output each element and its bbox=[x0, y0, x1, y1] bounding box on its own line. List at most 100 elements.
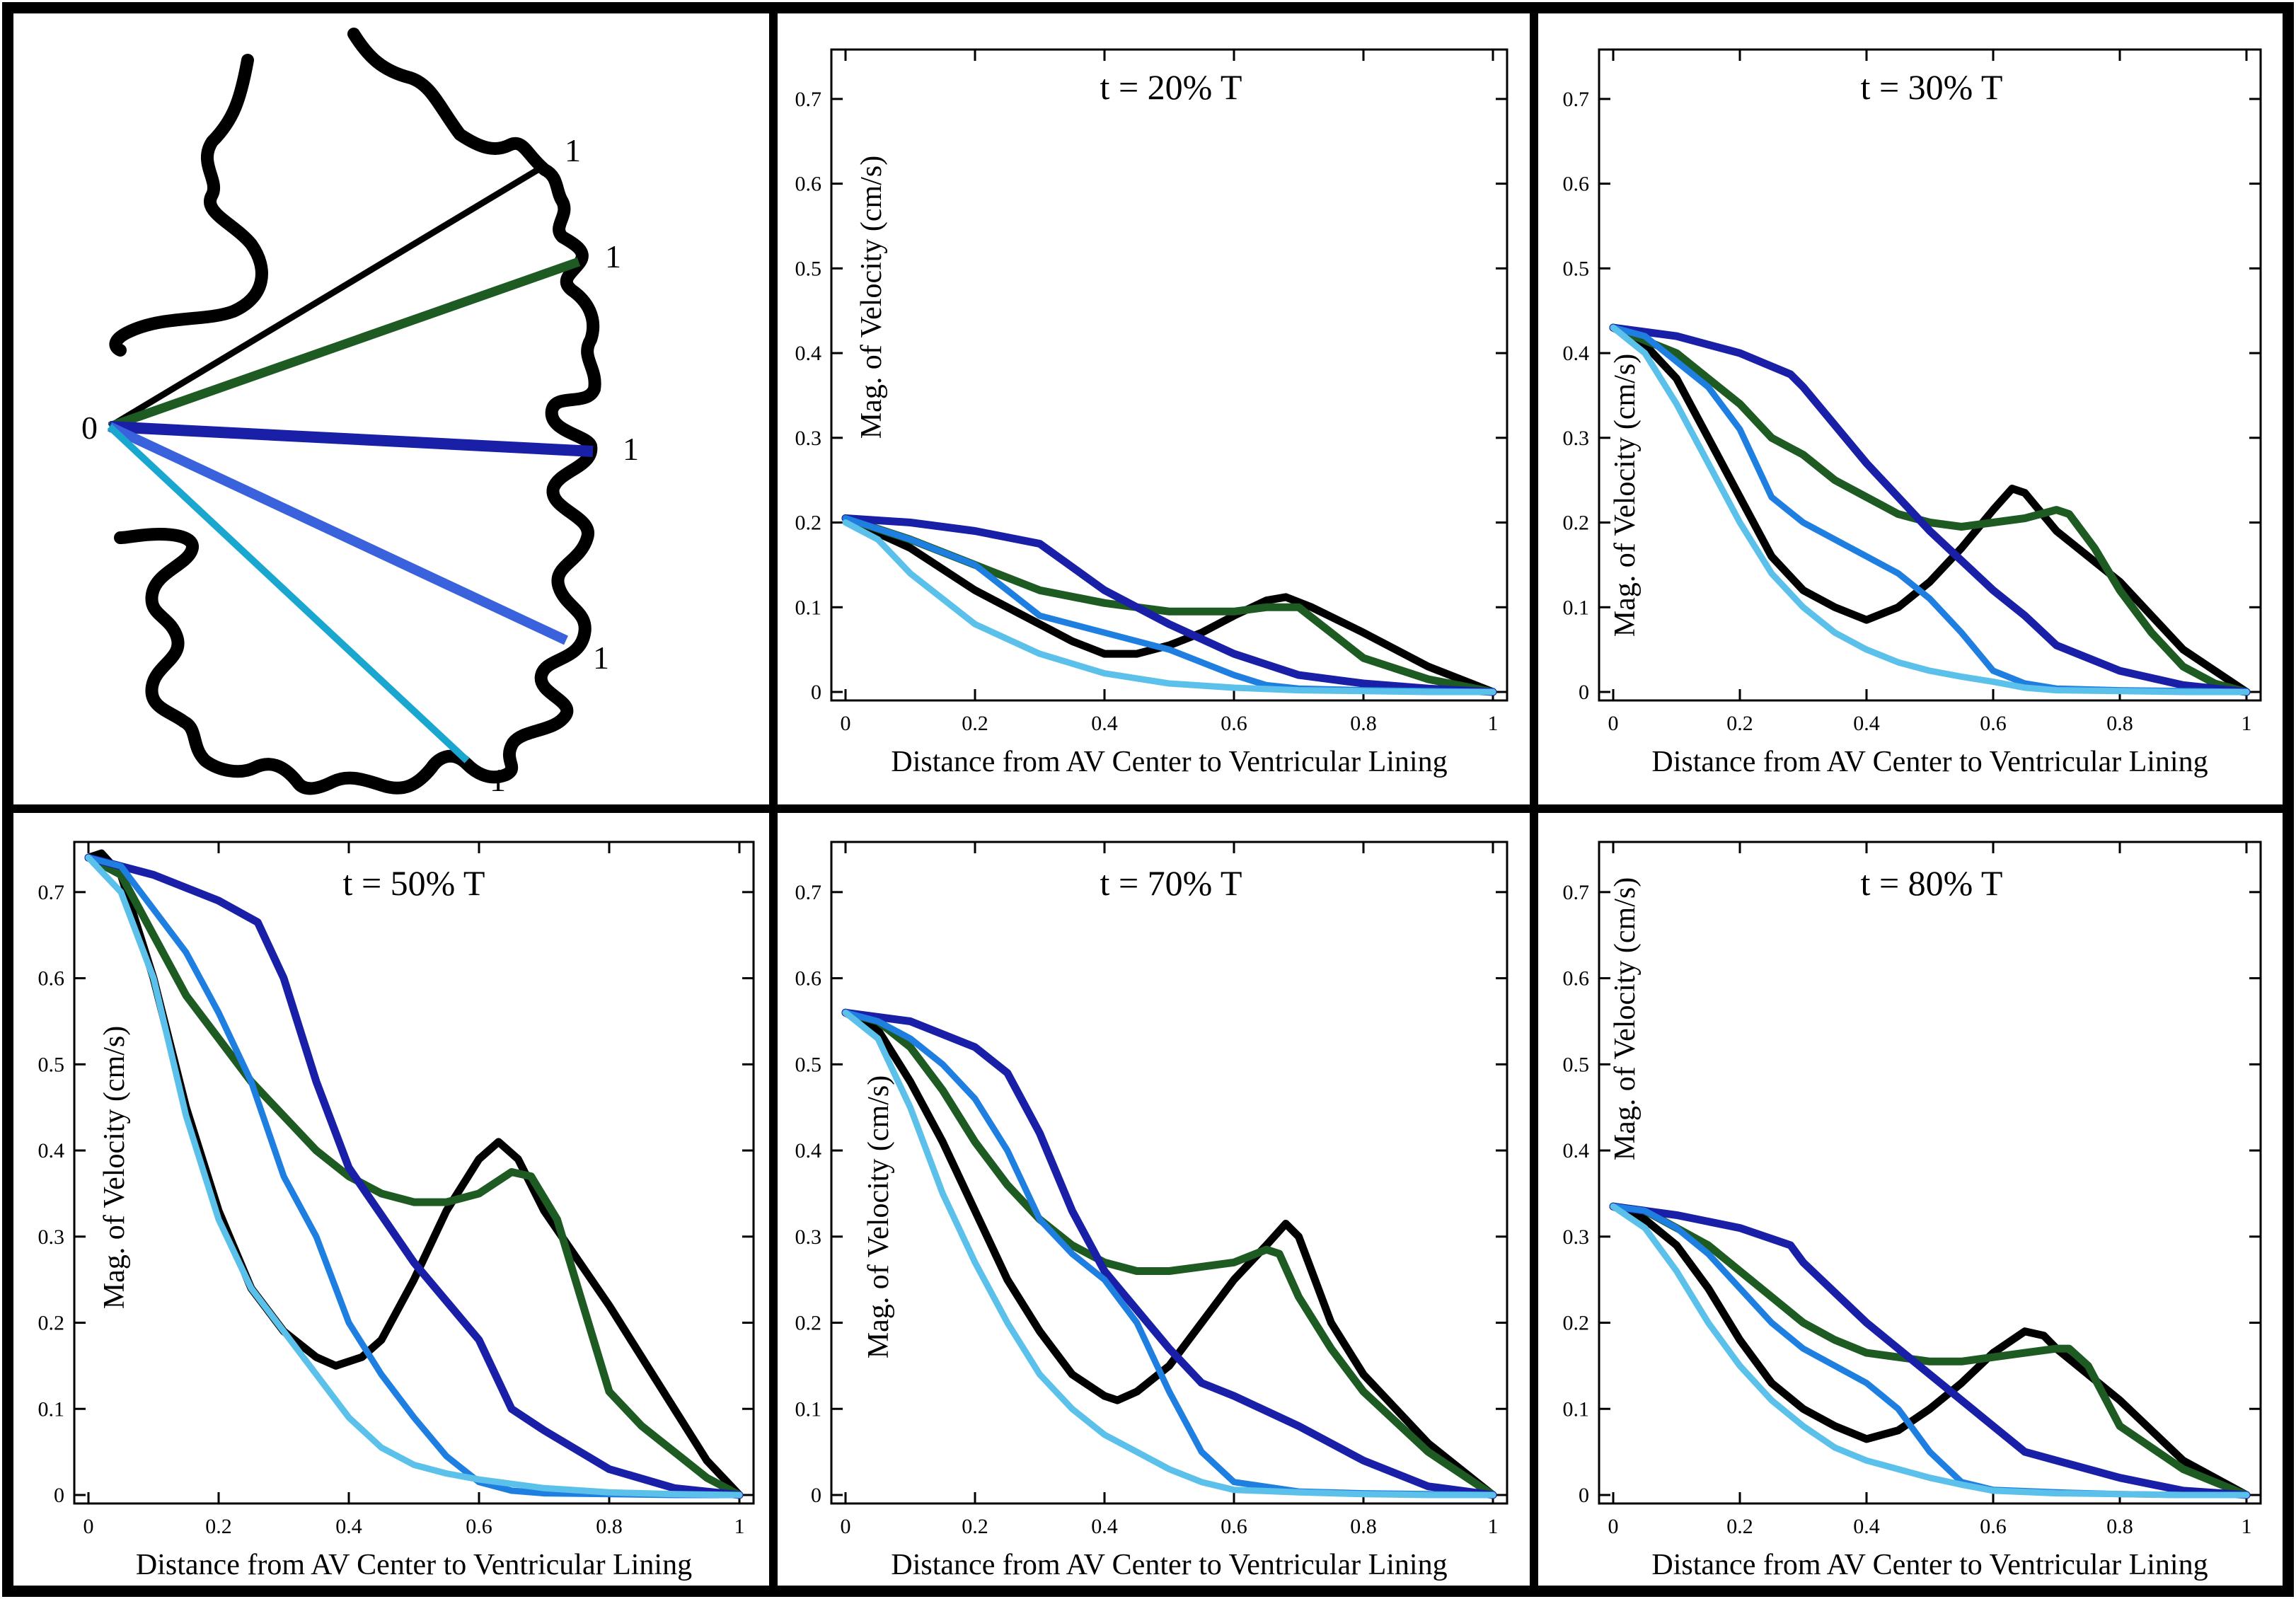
series-line-dark-green bbox=[841, 1008, 1497, 1499]
series-line-dark-blue bbox=[1609, 1202, 2251, 1499]
x-tick-label: 0.8 bbox=[2106, 712, 2133, 735]
y-tick-label: 0.6 bbox=[1563, 967, 1590, 991]
ray-dark-green bbox=[108, 257, 581, 432]
y-tick-label: 0 bbox=[54, 1484, 64, 1507]
x-tick-label: 1 bbox=[734, 1515, 745, 1538]
y-tick-label: 0.3 bbox=[795, 427, 822, 450]
y-tick-label: 0.5 bbox=[38, 1053, 65, 1076]
chart-title: t = 50% T bbox=[343, 863, 485, 903]
end-label-2: 1 bbox=[605, 238, 621, 275]
x-tick-label: 0.6 bbox=[1980, 712, 2007, 735]
y-axis-label: Mag. of Velocity (cm/s) bbox=[855, 156, 888, 439]
series-line-light-blue bbox=[1610, 1203, 2250, 1499]
series-line-light-blue bbox=[1610, 324, 2250, 695]
y-tick-label: 0.7 bbox=[795, 88, 822, 111]
plot-frame bbox=[1598, 841, 2262, 1505]
ventricle-wall-right bbox=[347, 28, 601, 781]
y-axis-label: Mag. of Velocity (cm/s) bbox=[98, 1026, 131, 1309]
y-tick-label: 0.4 bbox=[1563, 342, 1590, 365]
y-tick-label: 0.6 bbox=[795, 967, 822, 991]
x-tick-label: 0.4 bbox=[1853, 1515, 1880, 1538]
x-tick-label: 0 bbox=[1608, 712, 1619, 735]
ventricle-wall-upper-left bbox=[109, 54, 268, 357]
y-tick-label: 0.4 bbox=[38, 1139, 65, 1162]
y-tick-label: 0.1 bbox=[1563, 596, 1590, 619]
x-tick-label: 0.8 bbox=[596, 1515, 623, 1538]
x-tick-label: 0.8 bbox=[2106, 1515, 2133, 1538]
y-tick-label: 0.3 bbox=[795, 1225, 822, 1249]
x-tick-label: 0.4 bbox=[1091, 712, 1118, 735]
y-tick-label: 0.2 bbox=[38, 1312, 65, 1335]
y-tick-label: 0 bbox=[1579, 1484, 1589, 1507]
y-tick-label: 0.1 bbox=[795, 1397, 822, 1421]
y-tick-label: 0.1 bbox=[38, 1397, 65, 1421]
x-tick-label: 0.2 bbox=[1726, 1515, 1753, 1538]
y-tick-label: 0.2 bbox=[795, 1312, 822, 1335]
end-label-5: 1 bbox=[490, 762, 506, 798]
x-axis-label: Distance from AV Center to Ventricular L… bbox=[1651, 746, 2208, 778]
x-tick-label: 0 bbox=[83, 1515, 94, 1538]
plot-frame bbox=[830, 48, 1508, 702]
series-line-dark-blue bbox=[841, 1008, 1497, 1499]
series-line-dark-green bbox=[1609, 323, 2251, 696]
x-tick-label: 0.2 bbox=[1726, 712, 1753, 735]
y-axis-label: Mag. of Velocity (cm/s) bbox=[1609, 354, 1642, 637]
chart-5: 0 0.2 0.4 0.6 0.8 1 0 0.1 0.2 0.3 0.4 0.5 0.6 0.7 t = … bbox=[1563, 841, 2262, 1581]
y-tick-label: 0.6 bbox=[795, 173, 822, 196]
ray-cyan bbox=[107, 424, 470, 763]
ray-dark-blue bbox=[109, 421, 594, 457]
y-tick-label: 0.3 bbox=[38, 1225, 65, 1249]
x-tick-label: 1 bbox=[1488, 712, 1499, 735]
series-line-light-blue bbox=[85, 854, 743, 1499]
series-line-dark-blue bbox=[841, 514, 1497, 696]
y-tick-label: 0 bbox=[811, 681, 821, 704]
chart-title: t = 20% T bbox=[1100, 67, 1242, 107]
chart-4: 0 0.2 0.4 0.6 0.8 1 0 0.1 0.2 0.3 0.4 0.5 0.6 0.7 t = … bbox=[795, 841, 1508, 1581]
y-axis-label: Mag. of Velocity (cm/s) bbox=[1609, 877, 1642, 1160]
chart-title: t = 80% T bbox=[1861, 863, 2003, 903]
chart-2: 0 0.2 0.4 0.6 0.8 1 0 0.1 0.2 0.3 0.4 0.5 0.6 0.7 t = … bbox=[1563, 48, 2262, 778]
x-axis-label: Distance from AV Center to Ventricular L… bbox=[136, 1549, 692, 1581]
ventricle-diagram: 0 1 1 1 1 1 bbox=[81, 28, 639, 798]
ray-black bbox=[108, 167, 540, 429]
series-line-black bbox=[841, 514, 1497, 696]
x-axis-label: Distance from AV Center to Ventricular L… bbox=[891, 1549, 1447, 1581]
y-tick-label: 0.5 bbox=[795, 257, 822, 280]
x-tick-label: 0 bbox=[841, 712, 851, 735]
y-tick-label: 0.3 bbox=[1563, 427, 1590, 450]
y-tick-label: 0.3 bbox=[1563, 1225, 1590, 1249]
y-tick-label: 0.5 bbox=[1563, 1053, 1590, 1076]
end-label-4: 1 bbox=[593, 640, 609, 676]
chart-1: 0 0.2 0.4 0.6 0.8 1 0 0.1 0.2 0.3 0.4 0.5 0.6 0.7 t = … bbox=[795, 48, 1508, 778]
x-tick-label: 0.2 bbox=[962, 712, 988, 735]
y-tick-label: 0.1 bbox=[795, 596, 822, 619]
series-line-blue bbox=[85, 854, 743, 1499]
series-line-light-blue bbox=[842, 519, 1496, 695]
x-tick-label: 0.6 bbox=[1221, 712, 1247, 735]
x-tick-label: 1 bbox=[1488, 1515, 1499, 1538]
end-label-1: 1 bbox=[565, 132, 581, 168]
x-tick-label: 0.8 bbox=[1350, 712, 1377, 735]
plot-frame bbox=[830, 841, 1508, 1505]
chart-title: t = 70% T bbox=[1100, 863, 1242, 903]
x-tick-label: 0.2 bbox=[962, 1515, 988, 1538]
y-tick-label: 0.7 bbox=[795, 881, 822, 904]
y-tick-label: 0.2 bbox=[795, 512, 822, 535]
ray-medium-blue bbox=[108, 422, 568, 645]
x-tick-label: 0.6 bbox=[1980, 1515, 2007, 1538]
x-tick-label: 0.4 bbox=[335, 1515, 362, 1538]
series-line-dark-blue bbox=[1609, 323, 2251, 696]
series-line-dark-green bbox=[84, 853, 744, 1499]
x-axis-label: Distance from AV Center to Ventricular L… bbox=[1651, 1549, 2208, 1581]
y-tick-label: 0.2 bbox=[1563, 1312, 1590, 1335]
y-tick-label: 0.4 bbox=[1563, 1139, 1590, 1162]
y-tick-label: 0.4 bbox=[795, 1139, 822, 1162]
y-tick-label: 0 bbox=[1579, 681, 1589, 704]
y-tick-label: 0.4 bbox=[795, 342, 822, 365]
plot-frame bbox=[73, 841, 755, 1505]
plot-frame bbox=[1598, 48, 2262, 702]
series-line-dark-blue bbox=[84, 853, 744, 1499]
